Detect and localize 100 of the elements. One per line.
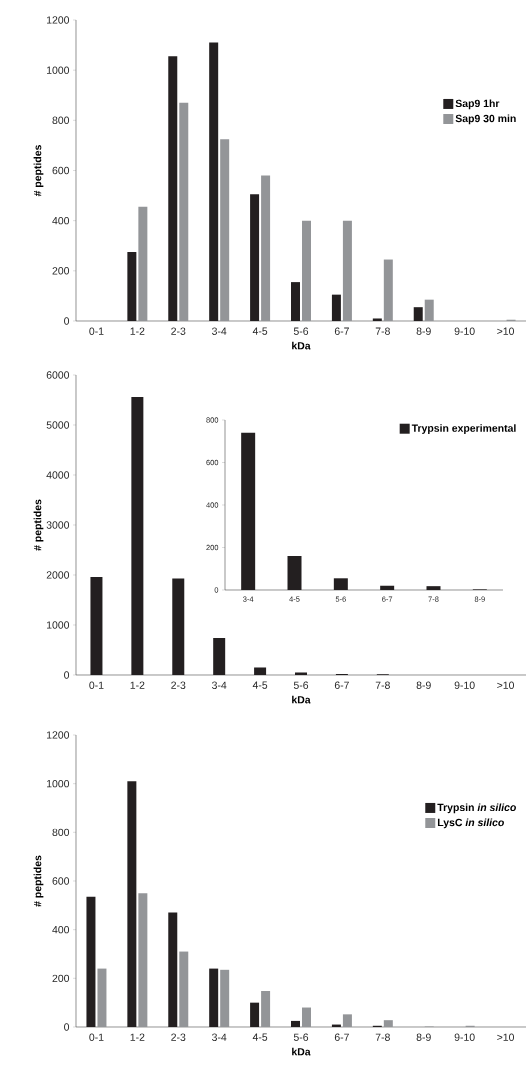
y-tick-label: 200	[52, 267, 69, 275]
legend-label: Sap9 30 min	[455, 114, 516, 125]
y-axis-title: # peptides	[33, 145, 44, 197]
y-tick-label: 6000	[46, 371, 69, 379]
x-tick-label: 1-2	[130, 1033, 145, 1041]
y-tick-label: 2000	[46, 571, 69, 579]
bar	[220, 969, 230, 1027]
x-tick-label: 8-9	[416, 681, 431, 689]
x-tick-label: 7-8	[375, 681, 390, 689]
x-tick-label: 2-3	[171, 681, 186, 689]
x-tick-label: 6-7	[334, 681, 349, 689]
y-tick-label: 1000	[46, 66, 69, 74]
bar	[383, 259, 393, 321]
bar	[172, 578, 185, 675]
y-tick-label: 400	[52, 925, 69, 934]
y-tick-label: 5000	[46, 421, 69, 429]
bar	[372, 318, 382, 321]
x-tick-label: >10	[497, 327, 514, 335]
y-tick-label: 1200	[46, 16, 69, 24]
x-axis-title: kDa	[292, 695, 311, 704]
bar	[241, 432, 256, 590]
x-tick-label: 5-6	[293, 681, 308, 689]
x-tick-label: 3-4	[211, 681, 227, 689]
bar	[138, 893, 148, 1027]
x-tick-label: 3-4	[211, 327, 227, 335]
bar	[138, 206, 148, 321]
legend-label: LysC in silico	[437, 818, 504, 829]
bar	[424, 299, 434, 321]
x-tick-label: 1-2	[130, 681, 145, 689]
y-tick-label: 200	[52, 974, 69, 983]
x-tick-label: 0-1	[89, 681, 104, 689]
bar	[426, 586, 441, 590]
x-tick-label: 9-10	[454, 327, 475, 335]
y-tick-label: 800	[52, 828, 69, 837]
bar	[86, 896, 96, 1027]
y-tick-label: 400	[52, 216, 69, 225]
y-tick-label: 600	[52, 166, 69, 175]
bar	[168, 912, 178, 1027]
bar	[301, 1007, 311, 1027]
bar	[179, 102, 189, 321]
bar	[290, 1020, 300, 1027]
y-tick-label: 0	[63, 671, 69, 679]
legend-label: Trypsin experimental	[411, 424, 516, 434]
x-tick-label: 0-1	[89, 327, 104, 335]
bar	[127, 781, 137, 1027]
x-tick-label: 6-7	[334, 1033, 349, 1041]
x-axis-title: kDa	[292, 341, 311, 350]
x-tick-label: 6-7	[334, 327, 349, 335]
bar	[290, 282, 300, 321]
bar	[168, 56, 178, 321]
bar	[213, 637, 226, 675]
bar	[301, 220, 311, 321]
x-tick-label: 5-6	[293, 327, 308, 335]
bar	[342, 220, 352, 321]
x-tick-label: 3-4	[211, 1033, 227, 1041]
x-tick-label: 4-5	[252, 681, 268, 689]
x-tick-label: 5-6	[293, 1033, 308, 1041]
y-tick-label: 1000	[46, 621, 69, 629]
x-tick-label: 2-3	[171, 327, 186, 335]
x-axis-title: kDa	[292, 1047, 311, 1056]
x-tick-label: 7-8	[375, 327, 390, 335]
x-tick-label: 9-10	[454, 1033, 475, 1041]
bar	[413, 307, 423, 321]
bar	[333, 578, 348, 590]
x-tick-label: 4-5	[252, 1033, 268, 1041]
x-tick-label: >10	[497, 1033, 514, 1041]
bar	[209, 42, 219, 321]
x-tick-label: 9-10	[454, 681, 475, 689]
y-tick-label: 0	[63, 317, 69, 325]
bar	[253, 667, 266, 675]
y-axis-title: # peptides	[33, 499, 44, 551]
x-tick-label: 4-5	[252, 327, 268, 335]
y-tick-label: 600	[52, 877, 69, 885]
legend-label: Trypsin in silico	[437, 803, 516, 814]
x-tick-label: 0-1	[89, 1033, 104, 1041]
bar	[90, 576, 103, 675]
y-tick-label: 1000	[46, 779, 69, 788]
bar	[380, 585, 395, 590]
x-tick-label: 1-2	[130, 327, 145, 335]
bar	[209, 968, 219, 1027]
x-tick-label: 2-3	[171, 1033, 186, 1041]
x-tick-label: >10	[497, 681, 514, 689]
bar	[294, 672, 307, 675]
bar	[260, 990, 270, 1027]
y-axis-title: # peptides	[33, 855, 44, 907]
bar	[131, 396, 144, 675]
bar	[97, 968, 107, 1027]
bar	[287, 555, 302, 590]
y-tick-label: 3000	[46, 521, 69, 529]
bar	[127, 252, 137, 321]
bar	[249, 1002, 259, 1027]
x-tick-label: 7-8	[375, 1033, 390, 1041]
bar	[342, 1014, 352, 1027]
y-tick-label: 800	[52, 116, 69, 125]
bar	[260, 175, 270, 321]
bar	[179, 951, 189, 1027]
x-tick-label: 8-9	[416, 327, 431, 335]
y-tick-label: 1200	[46, 731, 69, 739]
y-tick-label: 4000	[46, 471, 69, 479]
legend-label: Sap9 1hr	[455, 99, 500, 110]
